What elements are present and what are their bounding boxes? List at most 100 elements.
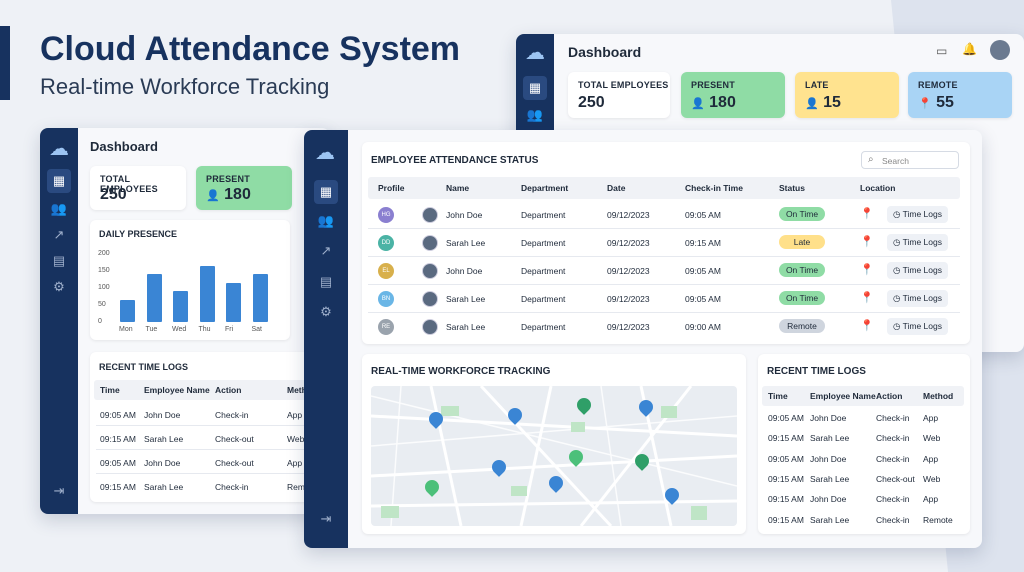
row-divider xyxy=(96,449,326,450)
row-checkin: 09:05 AM xyxy=(685,266,721,276)
dashboard-icon[interactable]: ▦ xyxy=(47,169,71,193)
status-badge: Late xyxy=(779,235,825,249)
time-logs-button[interactable]: ◷ Time Logs xyxy=(887,234,948,251)
status-badge: On Time xyxy=(779,291,825,305)
x-tick-label: Tue xyxy=(145,326,158,333)
stat-present: PRESENT 👤 180 xyxy=(681,72,785,118)
col-time: Time xyxy=(768,391,788,401)
time-logs-button[interactable]: ◷ Time Logs xyxy=(887,262,948,279)
profile-avatar: HG xyxy=(378,207,394,223)
report-icon[interactable]: ▤ xyxy=(52,253,66,268)
bell-icon[interactable]: 🔔 xyxy=(962,42,977,56)
users-icon[interactable]: 👥 xyxy=(50,201,68,216)
y-tick-label: 200 xyxy=(98,250,110,257)
time-logs-label: Time Logs xyxy=(902,321,942,331)
bar-fri xyxy=(226,282,241,322)
chart-line-icon[interactable]: ↗ xyxy=(53,227,65,242)
log-cell: Sarah Lee xyxy=(144,434,184,444)
employee-photo xyxy=(422,235,438,251)
time-logs-label: Time Logs xyxy=(902,209,942,219)
log-cell: App xyxy=(923,413,939,423)
col-location: Location xyxy=(860,183,896,193)
row-name: Sarah Lee xyxy=(446,294,486,304)
status-badge: On Time xyxy=(779,207,825,221)
chat-icon[interactable]: ▭ xyxy=(936,44,948,58)
row-date: 09/12/2023 xyxy=(607,210,650,220)
dashboard-icon[interactable]: ▦ xyxy=(523,76,547,100)
left-stat-present: PRESENT 👤 180 xyxy=(196,166,292,210)
col-method: Method xyxy=(923,391,954,401)
profile-avatar: RE xyxy=(378,319,394,335)
settings-icon[interactable]: ⚙ xyxy=(53,279,65,294)
log-cell: App xyxy=(287,410,303,420)
x-tick-label: Wed xyxy=(172,326,187,333)
logout-icon[interactable]: ⇥ xyxy=(53,483,65,498)
location-pin-icon[interactable]: 📍 xyxy=(860,236,874,248)
clock-icon: ◷ xyxy=(893,293,903,303)
person-icon: 👤 xyxy=(206,190,220,202)
tracking-map[interactable] xyxy=(371,386,737,526)
log-cell: App xyxy=(923,453,939,464)
profile-avatar: DD xyxy=(378,235,394,251)
location-pin-icon[interactable]: 📍 xyxy=(860,264,874,276)
time-logs-button[interactable]: ◷ Time Logs xyxy=(887,206,948,223)
time-logs-label: Time Logs xyxy=(902,293,942,303)
settings-icon[interactable]: ⚙ xyxy=(320,304,332,319)
left-recent-logs-card: RECENT TIME LOGS Time Employee Name Acti… xyxy=(90,352,330,502)
x-tick-label: Fri xyxy=(225,326,234,333)
log-cell: Check-out xyxy=(876,473,915,484)
log-cell: John Doe xyxy=(810,413,847,423)
user-avatar[interactable] xyxy=(990,40,1010,60)
left-dashboard-window: ☁ ▦ 👥 ↗ ▤ ⚙ ⇥ Dashboard TOTAL EMPLOYEES … xyxy=(40,128,330,514)
row-date: 09/12/2023 xyxy=(607,322,650,332)
log-cell: 09:05 AM xyxy=(768,413,804,423)
person-icon: 👤 xyxy=(691,98,705,110)
report-icon[interactable]: ▤ xyxy=(319,274,333,289)
search-input[interactable]: Search xyxy=(882,156,909,166)
log-cell: 09:15 AM xyxy=(768,494,804,505)
location-pin-icon[interactable]: 📍 xyxy=(860,320,874,332)
dashboard-icon[interactable]: ▦ xyxy=(314,180,338,204)
row-department: Department xyxy=(521,238,566,248)
log-cell: App xyxy=(923,494,939,505)
clock-icon: ◷ xyxy=(893,209,903,219)
x-tick-label: Sat xyxy=(251,326,263,333)
stat-remote: REMOTE 📍 55 xyxy=(908,72,1012,118)
location-pin-icon[interactable]: 📍 xyxy=(860,208,874,220)
row-name: Sarah Lee xyxy=(446,322,486,332)
cloud-logo-icon: ☁ xyxy=(315,142,335,164)
time-logs-button[interactable]: ◷ Time Logs xyxy=(887,318,948,335)
left-page-title: Dashboard xyxy=(90,139,158,154)
log-cell: Check-in xyxy=(215,410,249,420)
col-name: Name xyxy=(446,183,470,193)
search-box[interactable]: ⌕ Search xyxy=(861,151,959,169)
chart-line-icon[interactable]: ↗ xyxy=(320,243,332,258)
log-cell: Check-out xyxy=(215,434,254,444)
cloud-logo-icon: ☁ xyxy=(49,138,69,160)
row-department: Department xyxy=(521,322,566,332)
log-cell: Rem xyxy=(287,482,305,492)
log-cell: 09:05 AM xyxy=(100,458,136,468)
users-icon[interactable]: 👥 xyxy=(317,213,335,228)
log-cell: 09:15 AM xyxy=(100,482,136,492)
row-department: Department xyxy=(521,210,566,220)
left-stat-total: TOTAL EMPLOYEES 250 xyxy=(90,166,186,210)
employee-photo xyxy=(422,263,438,279)
col-method: Meth xyxy=(287,385,307,395)
row-divider xyxy=(368,284,960,285)
logout-icon[interactable]: ⇥ xyxy=(320,511,332,526)
time-logs-button[interactable]: ◷ Time Logs xyxy=(887,290,948,307)
col-action: Action xyxy=(876,391,903,401)
location-pin-icon[interactable]: 📍 xyxy=(860,292,874,304)
row-checkin: 09:05 AM xyxy=(685,294,721,304)
row-date: 09/12/2023 xyxy=(607,238,650,248)
cloud-logo-icon: ☁ xyxy=(525,42,545,64)
row-divider xyxy=(368,228,960,229)
log-cell: 09:05 AM xyxy=(100,410,136,420)
log-cell: Sarah Lee xyxy=(144,482,184,492)
users-icon[interactable]: 👥 xyxy=(526,107,544,122)
profile-avatar: EL xyxy=(378,263,394,279)
log-cell: Web xyxy=(287,434,305,444)
y-tick-label: 0 xyxy=(98,318,102,325)
profile-avatar: BN xyxy=(378,291,394,307)
